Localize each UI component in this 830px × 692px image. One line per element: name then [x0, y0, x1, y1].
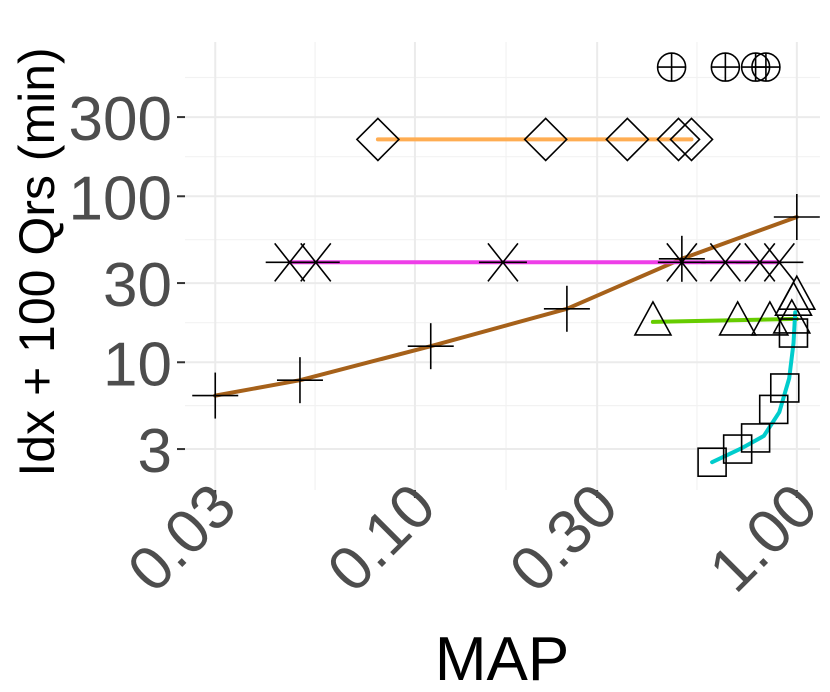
- point-square: [722, 434, 753, 464]
- point-square: [740, 423, 771, 453]
- point-diamond: [355, 117, 401, 162]
- point-asterisk: [291, 242, 340, 282]
- point-square: [758, 394, 789, 425]
- point-circle-plus: [656, 52, 687, 82]
- x-axis-title: MAP: [435, 625, 569, 692]
- point-diamond: [656, 117, 701, 162]
- point-plus: [407, 323, 454, 370]
- point-triangle: [772, 298, 812, 334]
- y-axis-title: Idx + 100 Qrs (min): [9, 47, 65, 476]
- x-axis: 0.03 0.10 0.30 1.00: [115, 471, 830, 605]
- point-circle-plus: [710, 52, 741, 82]
- series-line-triangle: [650, 316, 799, 324]
- point-circle-plus: [751, 52, 781, 82]
- point-plus: [773, 194, 820, 241]
- x-tick-label: 1.00: [697, 471, 830, 605]
- y-tick-label: 3: [138, 417, 172, 486]
- point-plus: [658, 235, 705, 282]
- point-triangle: [718, 300, 758, 336]
- point-asterisk: [478, 242, 527, 282]
- point-plus: [192, 372, 239, 419]
- point-plus: [543, 285, 590, 332]
- point-square: [778, 318, 809, 348]
- point-triangle: [774, 280, 813, 317]
- y-tick-label: 100: [69, 164, 172, 233]
- series-line-plus: [213, 215, 799, 398]
- point-triangle: [777, 274, 817, 311]
- point-asterisk: [657, 242, 706, 282]
- point-triangle: [633, 300, 673, 336]
- point-square: [697, 447, 727, 477]
- point-diamond: [669, 117, 714, 162]
- y-axis: 3 10 30 100 300: [69, 85, 185, 486]
- x-tick-label: 0.30: [497, 471, 631, 605]
- y-tick-label: 300: [69, 85, 172, 154]
- grid-lines: [185, 42, 820, 490]
- point-diamond: [523, 117, 568, 162]
- point-plus: [276, 357, 323, 404]
- series-points: [192, 52, 820, 477]
- x-tick-label: 0.03: [115, 471, 249, 605]
- x-tick-label: 0.10: [315, 471, 449, 605]
- y-tick-label: 10: [103, 330, 172, 399]
- point-square: [769, 373, 800, 403]
- y-tick-label: 30: [103, 251, 172, 320]
- point-asterisk: [755, 242, 804, 282]
- point-diamond: [605, 117, 650, 162]
